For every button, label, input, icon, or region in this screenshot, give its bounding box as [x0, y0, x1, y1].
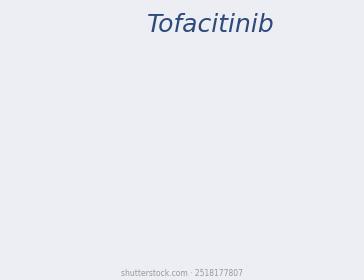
Circle shape: [49, 142, 59, 152]
Circle shape: [167, 153, 177, 163]
Circle shape: [24, 25, 35, 36]
Circle shape: [179, 106, 205, 132]
Circle shape: [212, 152, 238, 179]
Circle shape: [196, 195, 222, 222]
Circle shape: [73, 141, 99, 167]
Circle shape: [304, 160, 314, 170]
Circle shape: [236, 196, 246, 206]
Circle shape: [161, 126, 171, 136]
Circle shape: [146, 170, 172, 197]
Circle shape: [61, 178, 87, 205]
Circle shape: [65, 183, 75, 193]
Circle shape: [42, 164, 52, 174]
Circle shape: [45, 137, 71, 164]
Circle shape: [235, 195, 261, 222]
Circle shape: [232, 192, 258, 218]
Circle shape: [67, 206, 77, 215]
Circle shape: [92, 212, 102, 222]
Circle shape: [153, 195, 179, 222]
Circle shape: [197, 196, 207, 206]
Circle shape: [106, 171, 116, 181]
Circle shape: [150, 192, 176, 218]
Circle shape: [126, 153, 136, 163]
Circle shape: [80, 164, 106, 190]
Circle shape: [281, 171, 291, 181]
Circle shape: [277, 167, 303, 193]
Circle shape: [102, 167, 128, 193]
Circle shape: [183, 110, 193, 120]
Circle shape: [77, 160, 103, 186]
Circle shape: [64, 182, 90, 208]
Circle shape: [154, 196, 164, 206]
Circle shape: [235, 220, 261, 247]
Circle shape: [108, 192, 135, 218]
Circle shape: [48, 141, 75, 167]
Circle shape: [63, 201, 90, 228]
Circle shape: [159, 125, 186, 151]
Circle shape: [189, 170, 215, 197]
Circle shape: [112, 195, 138, 222]
Circle shape: [147, 171, 157, 181]
Circle shape: [105, 170, 131, 197]
Text: Tofacitinib: Tofacitinib: [147, 13, 275, 37]
Circle shape: [41, 164, 68, 190]
Circle shape: [232, 167, 258, 193]
Circle shape: [236, 221, 246, 231]
Circle shape: [175, 211, 202, 238]
Circle shape: [232, 217, 258, 244]
Circle shape: [143, 167, 169, 193]
Circle shape: [172, 208, 199, 234]
Circle shape: [74, 142, 84, 152]
Text: shutterstock.com · 2518177807: shutterstock.com · 2518177807: [121, 269, 243, 277]
Circle shape: [126, 152, 152, 179]
Circle shape: [258, 160, 268, 170]
Circle shape: [190, 171, 200, 181]
Circle shape: [70, 137, 96, 164]
Circle shape: [133, 128, 143, 138]
Circle shape: [280, 170, 306, 197]
Circle shape: [66, 204, 93, 231]
Circle shape: [113, 196, 123, 206]
Circle shape: [186, 167, 212, 193]
Circle shape: [81, 164, 91, 174]
Circle shape: [163, 149, 190, 175]
Circle shape: [213, 153, 223, 163]
Circle shape: [122, 149, 149, 175]
Circle shape: [182, 109, 209, 135]
Circle shape: [202, 122, 228, 148]
Circle shape: [132, 127, 159, 153]
Circle shape: [257, 159, 284, 185]
Circle shape: [303, 159, 329, 185]
Circle shape: [166, 152, 193, 179]
Circle shape: [300, 156, 326, 182]
Circle shape: [91, 211, 118, 238]
Circle shape: [205, 125, 232, 151]
Circle shape: [88, 208, 114, 234]
Circle shape: [129, 124, 155, 150]
Circle shape: [254, 156, 281, 182]
Circle shape: [156, 122, 183, 148]
Circle shape: [236, 171, 246, 181]
Circle shape: [193, 192, 219, 218]
Circle shape: [206, 126, 216, 136]
Circle shape: [38, 160, 64, 186]
Circle shape: [209, 149, 235, 175]
Circle shape: [177, 212, 186, 222]
Circle shape: [235, 170, 261, 197]
